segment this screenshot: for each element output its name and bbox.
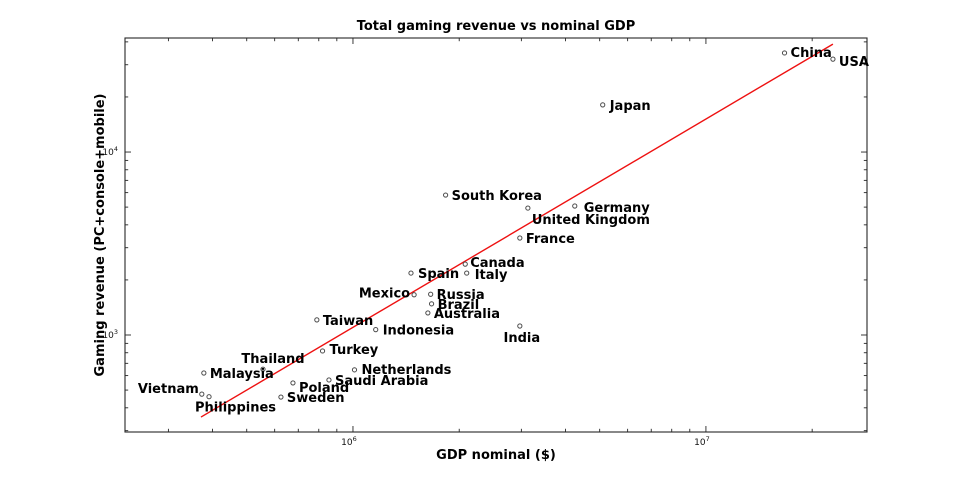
data-point-marker — [326, 377, 332, 383]
trend-line — [200, 43, 834, 418]
data-point-label: Philippines — [195, 401, 276, 416]
data-point-marker — [206, 394, 212, 400]
plot-frame — [124, 37, 868, 433]
data-point-marker — [373, 327, 379, 333]
x-tick-label: 107 — [694, 435, 710, 448]
data-point-label: Australia — [434, 307, 500, 322]
data-point-marker — [260, 366, 266, 372]
data-point-marker — [425, 310, 431, 316]
x-axis-label: GDP nominal ($) — [436, 448, 556, 463]
data-point-label: Brazil — [438, 298, 480, 313]
data-point-label: Italy — [475, 268, 508, 283]
data-point-label: South Korea — [452, 189, 542, 204]
data-point-marker — [314, 317, 320, 323]
data-point-label: Sweden — [287, 391, 345, 406]
data-point-label: Malaysia — [210, 367, 274, 382]
data-point-marker — [781, 50, 788, 56]
data-point-marker — [290, 380, 296, 386]
data-point-label: Germany — [584, 201, 650, 216]
data-point-label: USA — [839, 55, 869, 70]
data-point-label: India — [504, 331, 541, 346]
data-point-marker — [319, 348, 326, 354]
data-point-marker — [428, 301, 435, 307]
axis-ticks — [125, 38, 867, 432]
data-point-label: Vietnam — [138, 382, 199, 397]
data-point-marker — [408, 270, 414, 276]
data-point-label: China — [791, 46, 832, 61]
data-point-marker — [351, 367, 358, 373]
data-point-marker — [525, 205, 531, 211]
data-point-marker — [572, 203, 578, 209]
data-point-marker — [462, 261, 468, 267]
data-point-marker — [278, 394, 284, 400]
data-point-label: Japan — [609, 99, 651, 114]
data-point-marker — [428, 291, 434, 297]
data-point-label: Russia — [437, 288, 485, 303]
data-point-label: France — [526, 232, 575, 247]
data-point-marker — [517, 323, 523, 329]
chart-title: Total gaming revenue vs nominal GDP — [357, 19, 636, 34]
data-point-label: Netherlands — [361, 363, 451, 378]
data-point-label: Canada — [470, 256, 524, 271]
data-point-marker — [830, 56, 836, 62]
data-point-marker — [443, 192, 449, 198]
data-point-label: Thailand — [241, 352, 304, 367]
x-tick-label: 106 — [341, 435, 357, 448]
data-point-marker — [199, 391, 205, 397]
data-point-label: Spain — [418, 267, 459, 282]
data-point-marker — [517, 235, 523, 241]
data-point-label: Saudi Arabia — [335, 374, 428, 389]
data-point-label: Turkey — [330, 343, 379, 358]
data-point-label: Poland — [299, 381, 349, 396]
data-point-marker — [411, 292, 417, 298]
data-point-label: Mexico — [359, 287, 410, 302]
data-point-label: United Kingdom — [532, 213, 650, 228]
data-point-marker — [464, 270, 470, 276]
data-point-marker — [201, 370, 207, 376]
y-axis-label: Gaming revenue (PC+console+mobile) — [93, 94, 108, 377]
data-point-label: Indonesia — [383, 324, 454, 339]
data-point-marker — [600, 102, 606, 108]
trend-line-group — [200, 43, 834, 418]
data-point-label: Taiwan — [323, 314, 373, 329]
